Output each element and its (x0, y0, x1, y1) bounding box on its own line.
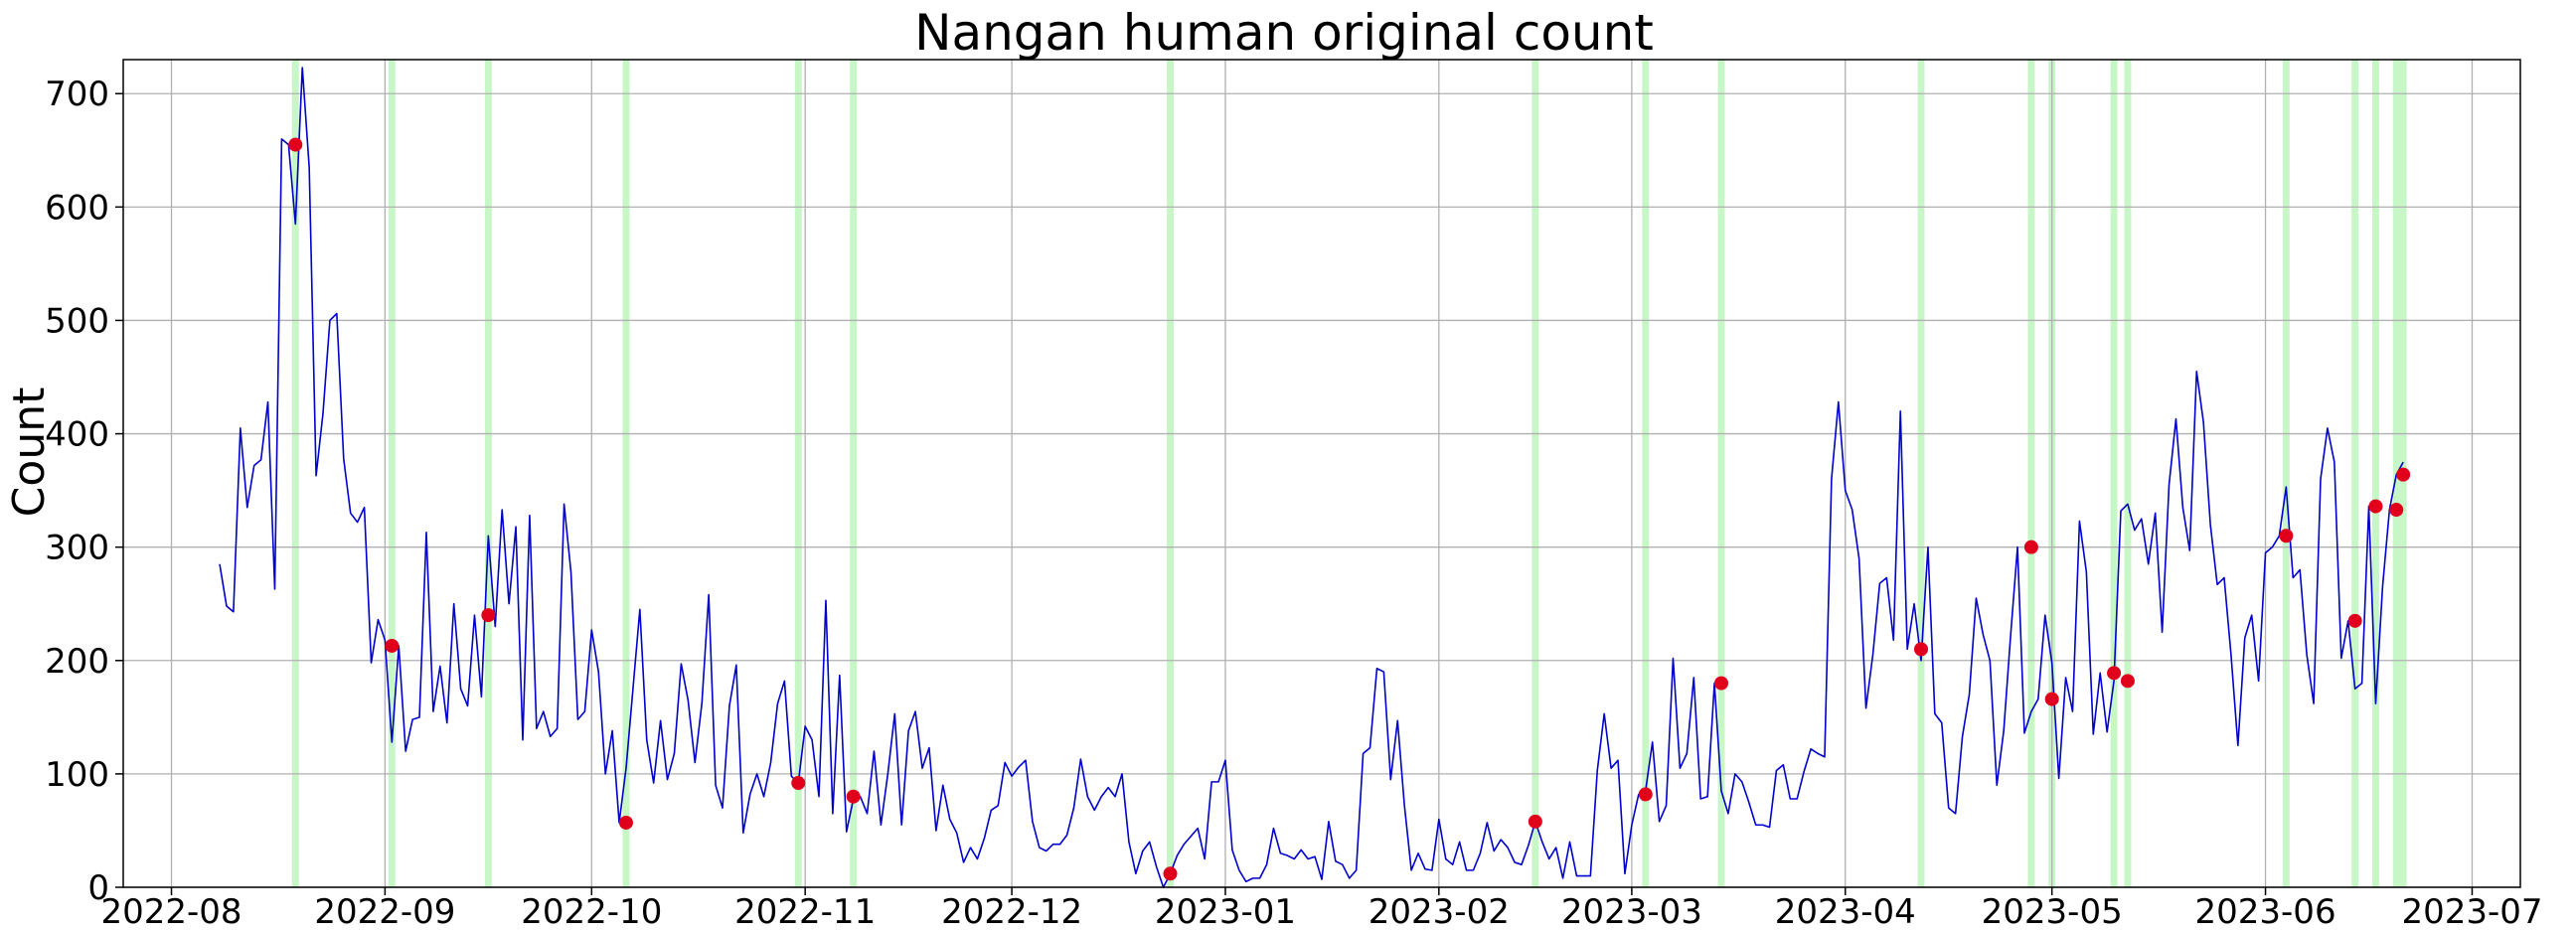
y-tick-label: 600 (45, 188, 109, 228)
highlight-band (291, 60, 299, 887)
highlight-point (1163, 866, 1178, 881)
highlight-point (1714, 676, 1728, 691)
highlight-point (1528, 814, 1542, 829)
series-line (219, 67, 2404, 888)
highlight-band (1917, 60, 1925, 887)
highlight-band (2027, 60, 2035, 887)
highlight-point (2279, 529, 2294, 543)
highlight-point (288, 137, 303, 152)
highlight-band (1642, 60, 1650, 887)
highlight-band (2351, 60, 2359, 887)
x-tick-label: 2023-04 (1775, 892, 1916, 930)
y-tick-label: 400 (45, 415, 109, 455)
chart-title: Nangan human original count (914, 4, 1654, 62)
highlight-bands (291, 60, 2407, 887)
highlight-point (791, 776, 806, 791)
highlight-point (1914, 642, 1928, 657)
highlight-point (2347, 613, 2362, 628)
x-tick-label: 2023-01 (1155, 892, 1296, 930)
highlight-point (846, 789, 861, 804)
x-tick-label: 2022-10 (521, 892, 662, 930)
highlight-band (794, 60, 802, 887)
x-tick-label: 2023-05 (1982, 892, 2123, 930)
y-axis-label: Count (4, 388, 55, 518)
x-tick-label: 2023-06 (2195, 892, 2336, 930)
highlight-band (1531, 60, 1539, 887)
highlight-band (484, 60, 492, 887)
highlight-point (2107, 666, 2122, 681)
highlight-band (1167, 60, 1174, 887)
highlight-point (2023, 540, 2038, 554)
highlight-point (2368, 499, 2383, 514)
x-tick-label: 2023-03 (1561, 892, 1702, 930)
highlight-point (2389, 503, 2404, 518)
highlight-point (481, 608, 496, 623)
x-axis-ticks: 2022-08 2022-09 2022-10 2022-11 2022-12 2023-… (100, 887, 2543, 930)
x-tick-label: 2023-02 (1368, 892, 1510, 930)
highlight-band (622, 60, 630, 887)
y-tick-label: 100 (45, 755, 109, 795)
highlight-band (2110, 60, 2118, 887)
highlight-point (2044, 692, 2059, 706)
y-tick-label: 500 (45, 301, 109, 341)
y-tick-label: 0 (87, 868, 109, 908)
x-tick-label: 2023-07 (2401, 892, 2542, 930)
highlight-band (2124, 60, 2132, 887)
y-axis-ticks: 0 100 200 300 400 500 600 700 (45, 75, 123, 908)
x-tick-label: 2022-09 (314, 892, 455, 930)
highlight-band (388, 60, 396, 887)
highlight-point (1638, 787, 1653, 802)
x-tick-label: 2022-12 (941, 892, 1082, 930)
highlight-band (2371, 60, 2379, 887)
highlight-point (385, 638, 400, 653)
highlight-band (850, 60, 858, 887)
highlight-band (1717, 60, 1725, 887)
highlight-point (2120, 674, 2135, 689)
highlight-point (618, 815, 633, 830)
highlight-band (2282, 60, 2290, 887)
x-tick-label: 2022-11 (734, 892, 876, 930)
y-tick-label: 200 (45, 642, 109, 682)
grid-lines (123, 60, 2520, 888)
series-group (219, 67, 2404, 888)
x-tick-label: 2022-08 (100, 892, 242, 930)
highlight-point (2396, 467, 2411, 482)
y-tick-label: 700 (45, 75, 109, 114)
y-tick-label: 300 (45, 529, 109, 568)
highlight-markers (288, 137, 2411, 881)
plot-frame (122, 59, 2521, 888)
